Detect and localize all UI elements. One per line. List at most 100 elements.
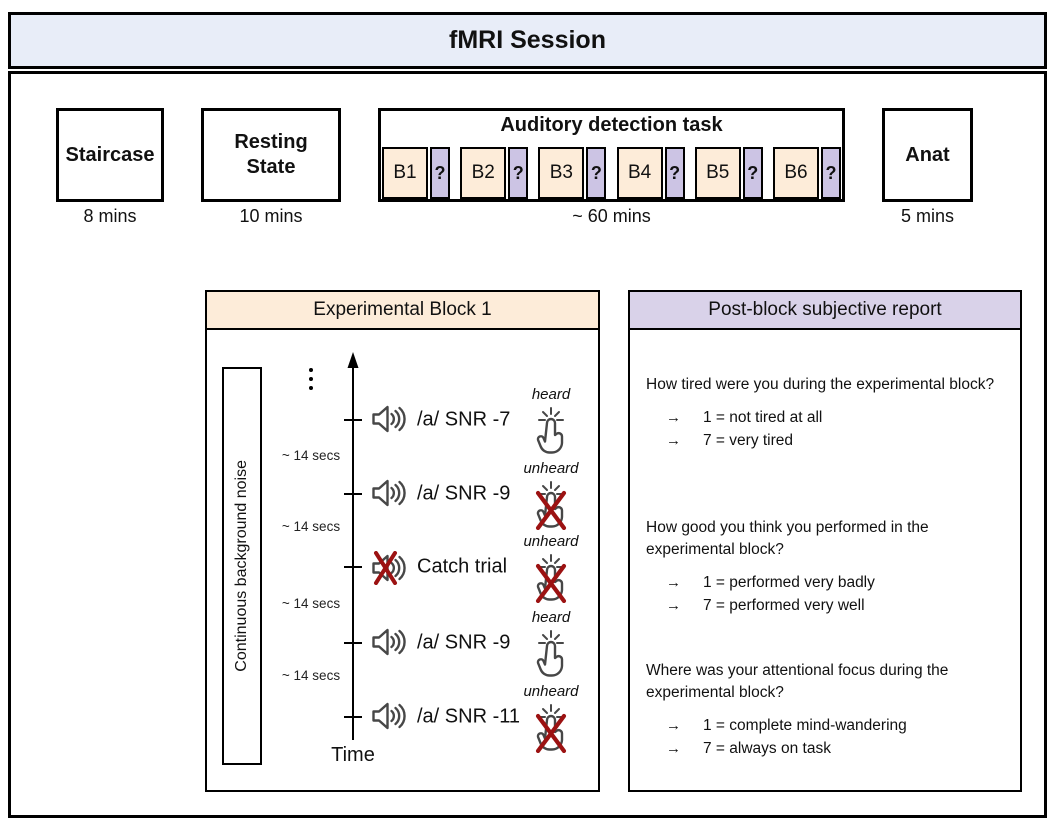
trial-stimulus: /a/ SNR -7 (417, 408, 511, 431)
report-question-tiredness: How tired were you during the experiment… (646, 374, 1010, 455)
tap-hand-icon (535, 481, 567, 530)
block-pair: B2 ? (460, 147, 529, 199)
arrow-icon: → (666, 574, 681, 591)
post-block-question-marker: ? (586, 147, 607, 199)
block-b3: B3 (538, 147, 585, 199)
arrow-icon: → (666, 597, 681, 614)
stage-resting-label-line1: Resting (234, 131, 308, 153)
stage-anat-label: Anat (905, 143, 950, 166)
block-pair: B6 ? (772, 147, 841, 199)
session-title-banner: fMRI Session (8, 12, 1047, 69)
tap-hand-icon (535, 554, 567, 603)
scale-high-label: 7 = performed very well (703, 597, 865, 614)
trial-row: /a/ SNR -11 unheard (207, 677, 598, 757)
scale-row: → 1 = not tired at all (646, 409, 1010, 432)
duration-task: ~ 60 mins (572, 206, 651, 226)
red-cross-icon (535, 490, 567, 530)
speaker-sound-icon (372, 702, 406, 730)
scale-row: → 1 = performed very badly (646, 574, 1010, 597)
ellipsis-dots (308, 368, 314, 395)
speaker-crossed-icon (372, 551, 406, 585)
interval-label: ~ 14 secs (281, 519, 341, 534)
tap-hand-icon (536, 407, 564, 454)
arrow-icon: → (666, 409, 681, 426)
block-b1: B1 (382, 147, 428, 199)
question-scale: → 1 = performed very badly → 7 = perform… (646, 574, 1010, 620)
time-axis-arrowhead (347, 352, 359, 368)
tap-hand-icon (535, 704, 567, 753)
trial-stimulus: /a/ SNR -9 (417, 631, 511, 654)
trial-stimulus: /a/ SNR -9 (417, 482, 511, 505)
block-pair: B3 ? (538, 147, 607, 199)
report-question-performance: How good you think you performed in the … (646, 517, 1010, 620)
trial-row: /a/ SNR -9 unheard (207, 454, 598, 534)
post-block-question-marker: ? (820, 147, 841, 199)
scale-low-label: 1 = complete mind-wandering (703, 717, 907, 734)
red-cross-icon (374, 551, 397, 585)
post-block-question-marker: ? (508, 147, 529, 199)
trial-response: unheard (523, 533, 579, 550)
question-text: How tired were you during the experiment… (646, 376, 995, 393)
post-block-report-title: Post-block subjective report (708, 299, 942, 320)
interval-label: ~ 14 secs (281, 668, 341, 683)
speaker-sound-icon (372, 628, 406, 656)
trial-response: unheard (523, 683, 579, 700)
task-blocks-row: B1 ? B2 ? B3 ? B4 ? B5 ? B6 ? (381, 147, 842, 199)
block-b5: B5 (694, 147, 741, 199)
block-b2: B2 (460, 147, 507, 199)
duration-anat: 5 mins (900, 206, 954, 226)
experimental-block-panel: Experimental Block 1 Continuous backgrou… (205, 290, 600, 792)
trial-row: /a/ SNR -9 heard (207, 603, 598, 683)
experimental-block-panel-header: Experimental Block 1 (207, 292, 598, 330)
red-cross-icon (535, 563, 567, 603)
trial-stimulus: Catch trial (417, 555, 508, 578)
scale-high-label: 7 = always on task (703, 740, 831, 757)
stage-staircase: Staircase (56, 108, 164, 202)
speaker-sound-icon (372, 479, 406, 507)
post-block-report-panel: Post-block subjective report How tired w… (628, 290, 1022, 792)
scale-low-label: 1 = performed very badly (703, 574, 875, 591)
scale-row: → 7 = always on task (646, 740, 1010, 763)
duration-resting: 10 mins (239, 206, 303, 226)
scale-row: → 7 = very tired (646, 432, 1010, 455)
arrow-icon: → (666, 432, 681, 449)
speaker-sound-icon (372, 405, 406, 433)
scale-high-label: 7 = very tired (703, 432, 794, 449)
block-pair: B5 ? (694, 147, 763, 199)
post-block-report-header: Post-block subjective report (630, 292, 1020, 330)
trial-response: heard (531, 386, 571, 403)
block-pair: B1 ? (382, 147, 450, 199)
trial-stimulus: /a/ SNR -11 (417, 705, 520, 728)
trial-response: heard (531, 609, 571, 626)
interval-label: ~ 14 secs (281, 596, 341, 611)
question-scale: → 1 = not tired at all → 7 = very tired (646, 409, 1010, 455)
arrow-icon: → (666, 740, 681, 757)
block-b6: B6 (772, 147, 819, 199)
trial-row: /a/ SNR -7 heard (207, 380, 598, 460)
arrow-icon: → (666, 717, 681, 734)
question-text: How good you think you performed in the … (646, 519, 929, 558)
post-block-question-marker: ? (430, 147, 450, 199)
trial-response: unheard (523, 460, 579, 477)
auditory-task-title: Auditory detection task (500, 114, 723, 136)
post-block-question-marker: ? (664, 147, 685, 199)
scale-row: → 1 = complete mind-wandering (646, 717, 1010, 740)
duration-staircase: 8 mins (83, 206, 137, 226)
session-title: fMRI Session (449, 26, 606, 54)
time-axis-label: Time (331, 744, 375, 766)
block-pair: B4 ? (616, 147, 685, 199)
background-noise-box: Continuous background noise (222, 367, 262, 765)
post-block-question-marker: ? (742, 147, 763, 199)
red-cross-icon (535, 713, 567, 753)
experimental-block-title: Experimental Block 1 (313, 299, 492, 320)
scale-row: → 7 = performed very well (646, 597, 1010, 620)
stage-anat: Anat (882, 108, 973, 202)
stage-auditory-task: Auditory detection task B1 ? B2 ? B3 ? B… (378, 108, 845, 202)
stage-resting-state: Resting State (201, 108, 341, 202)
question-scale: → 1 = complete mind-wandering → 7 = alwa… (646, 717, 1010, 763)
block-b4: B4 (616, 147, 663, 199)
stage-staircase-label: Staircase (65, 143, 155, 166)
question-text: Where was your attentional focus during … (646, 662, 949, 701)
interval-label: ~ 14 secs (281, 448, 341, 463)
